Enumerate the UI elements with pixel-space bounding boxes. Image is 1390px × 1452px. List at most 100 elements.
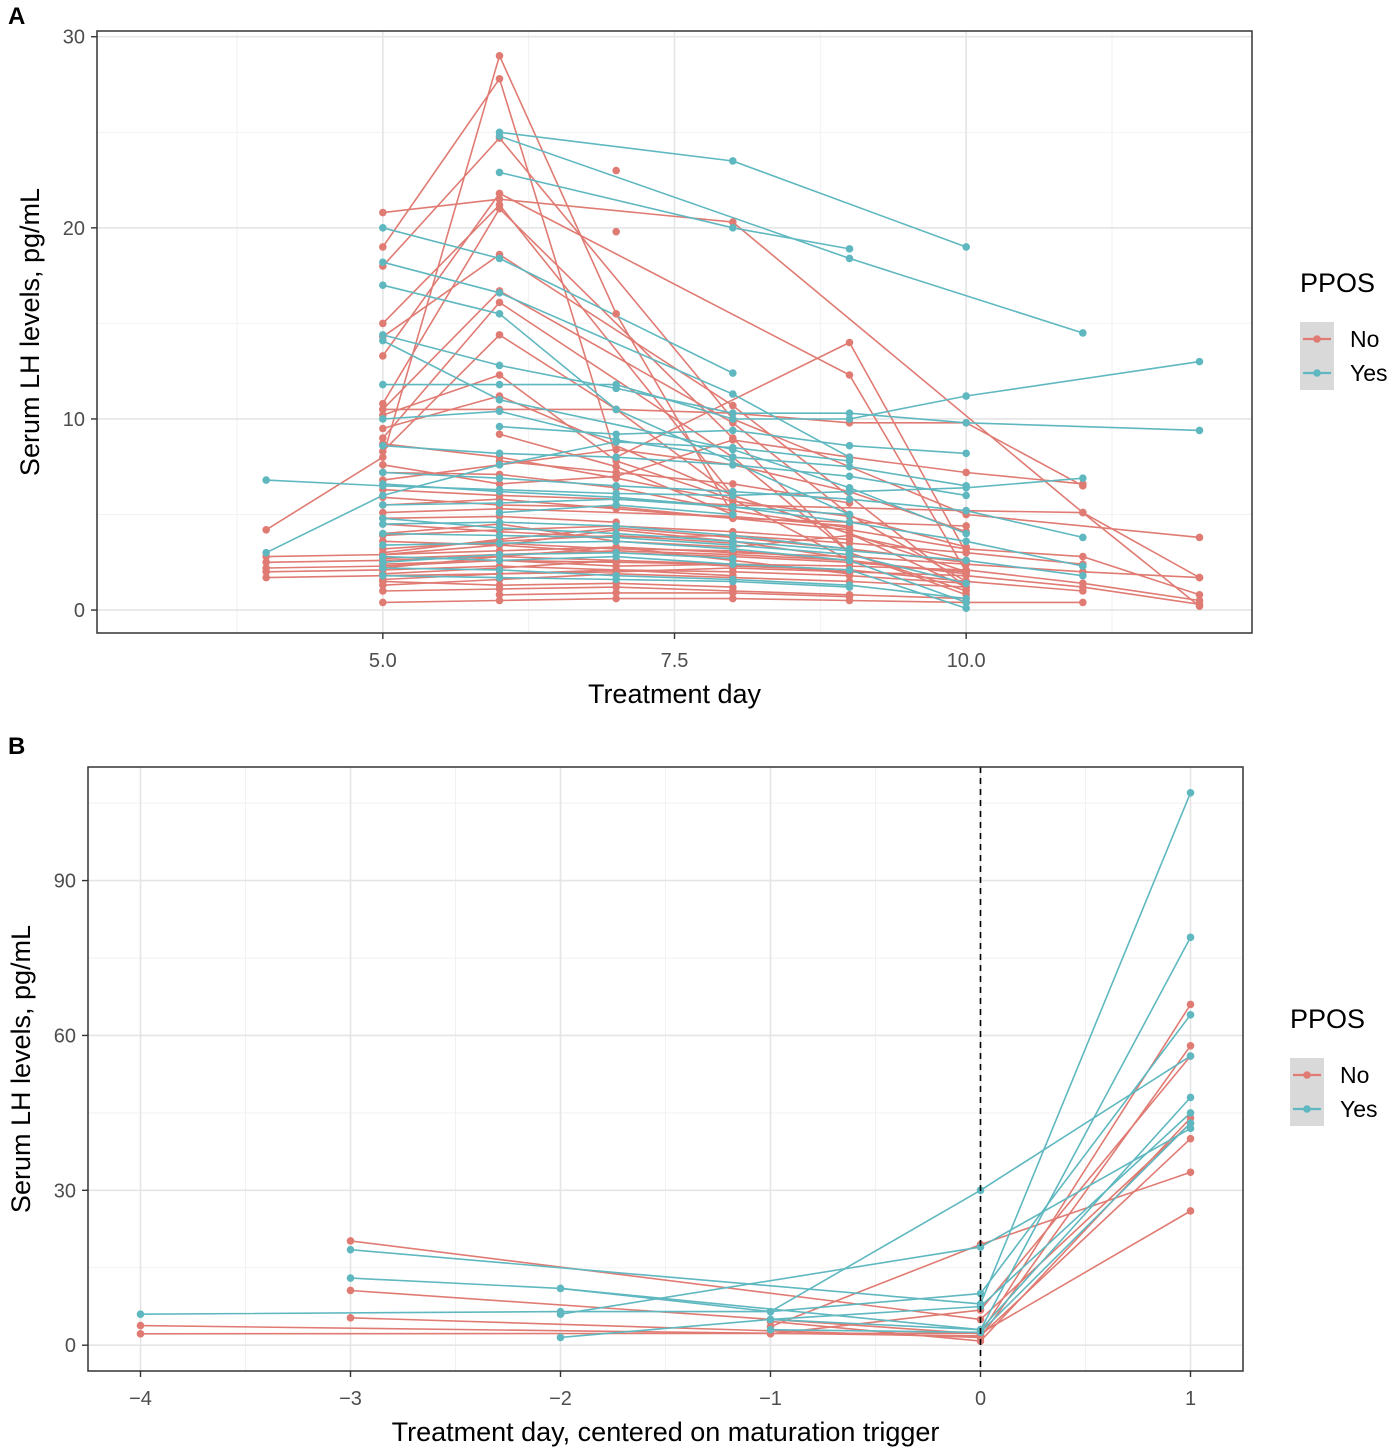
panel-a-data-point-yes	[962, 529, 970, 538]
panel-a-data-point-yes	[612, 405, 620, 414]
panel-a-data-point-yes	[495, 422, 504, 431]
panel-b-data-point-yes	[1186, 789, 1195, 797]
panel-a-legend-key-yes	[1300, 356, 1334, 390]
panel-a-data-point-no	[262, 568, 270, 576]
panel-a-data-point-yes	[729, 224, 737, 232]
panel-a-data-point-yes	[495, 524, 504, 532]
panel-a-data-point-yes	[379, 258, 387, 267]
panel-a-data-point-yes	[379, 224, 387, 232]
panel-a-legend-key-point-yes	[1313, 369, 1321, 377]
panel-a-data-point-no	[495, 298, 504, 307]
panel-b-legend-label-no: No	[1340, 1062, 1369, 1088]
panel-a-data-point-yes	[612, 537, 620, 546]
panel-a-data-point-yes	[1079, 571, 1087, 580]
panel-a-data-point-yes	[1079, 562, 1087, 570]
panel-a-data-point-yes	[729, 554, 737, 563]
panel-a-data-point-yes	[379, 491, 387, 500]
panel-a-series-line-no	[382, 527, 967, 564]
panel-a-data-point-no	[729, 480, 737, 488]
panel-a-series-line-no	[382, 448, 967, 533]
panel-a-series-line-no	[382, 572, 967, 588]
panel-a-data-point-yes	[962, 483, 970, 492]
panel-b-data-point-yes	[766, 1315, 775, 1324]
panel-a-data-point-yes	[495, 556, 504, 565]
panel-b-x-tick-label: −1	[759, 1388, 782, 1410]
panel-a-label: A	[8, 3, 25, 30]
panel-a-data-point-yes	[612, 438, 620, 446]
panel-a-data-point-no	[962, 548, 970, 557]
panel-a-series-line-yes	[382, 532, 967, 585]
panel-a-data-point-no	[612, 589, 620, 597]
panel-a-data-point-no	[962, 569, 970, 578]
panel-a-legend-title: PPOS	[1300, 268, 1375, 298]
panel-a-data-point-no	[1079, 598, 1087, 607]
panel-a-data-point-yes	[495, 518, 504, 526]
panel-a-data-point-yes	[845, 409, 854, 418]
panel-a-x-axis-title: Treatment day	[588, 679, 762, 709]
panel-b-data-point-yes	[346, 1274, 355, 1282]
panel-a-series-line-no	[382, 534, 733, 550]
panel-a-data-point-yes	[379, 520, 387, 528]
panel-a-data-point-yes	[379, 380, 387, 389]
panel-b-chart: −4 −3 −2 −1 0 1 0 30 60 90 Treatment day, centered…	[6, 766, 1378, 1447]
panel-a-data-point-yes	[845, 415, 854, 423]
panel-a-series-line-yes	[382, 555, 967, 609]
panel-a-data-point-yes	[1079, 533, 1087, 542]
panel-a-x-tick-label: 7.5	[661, 650, 689, 672]
panel-a-data-point-no	[845, 592, 854, 601]
panel-a-data-point-no	[845, 338, 854, 347]
panel-a-data-point-yes	[495, 310, 504, 318]
panel-b-legend-key-point-no	[1303, 1071, 1311, 1079]
panel-b-x-tick-label: −4	[129, 1388, 152, 1410]
panel-a-data-point-yes	[495, 396, 504, 404]
panel-a-data-point-yes	[612, 493, 620, 502]
panel-b-y-tick-label: 60	[54, 1025, 76, 1047]
panel-a-data-point-yes	[495, 461, 504, 469]
panel-b-data-point-no	[136, 1321, 145, 1330]
panel-a-data-point-no	[962, 543, 970, 551]
panel-a-data-point-yes	[962, 449, 970, 458]
panel-a-data-point-no	[845, 535, 854, 544]
panel-a-data-point-yes	[495, 168, 504, 177]
panel-b-legend-title: PPOS	[1290, 1004, 1365, 1034]
panel-a-data-point-no	[729, 436, 737, 444]
panel-a-data-point-no	[845, 524, 854, 532]
panel-a-data-point-no	[612, 166, 620, 175]
panel-a-series-line-no	[382, 586, 967, 600]
panel-a-series-line-no	[382, 540, 967, 573]
panel-a-data-point-yes	[845, 550, 854, 559]
panel-a-data-point-no	[379, 453, 387, 461]
panel-a-data-point-yes	[495, 487, 504, 496]
panel-b-panel-border	[87, 766, 1244, 1372]
panel-a-data-point-no	[729, 218, 737, 226]
panel-a-data-point-yes	[962, 243, 970, 251]
panel-b-data-point-no	[1186, 1207, 1195, 1215]
panel-a-data-point-yes	[612, 548, 620, 557]
panel-a-data-point-no	[379, 399, 387, 408]
panel-a-data-point-no	[1195, 590, 1204, 599]
panel-b-data-point-no	[346, 1237, 355, 1245]
panel-a-data-point-no	[495, 581, 504, 590]
panel-a-data-point-no	[495, 430, 504, 439]
panel-a-data-point-no	[262, 573, 270, 582]
panel-a-data-point-yes	[729, 560, 737, 568]
panel-a-data-point-yes	[262, 476, 270, 484]
panel-a-data-point-yes	[729, 409, 737, 418]
panel-a-data-point-yes	[845, 510, 854, 519]
panel-a-data-point-yes	[612, 522, 620, 530]
panel-a-data-point-yes	[729, 577, 737, 586]
panel-a-data-point-yes	[845, 556, 854, 565]
panel-a-data-point-yes	[495, 407, 504, 416]
panel-a-series-line-no	[382, 580, 733, 588]
panel-b-y-tick-label: 0	[65, 1335, 76, 1357]
panel-a-x-tick-label: 10.0	[947, 650, 986, 672]
panel-a-data-point-yes	[729, 390, 737, 398]
panel-b-data-point-yes	[1186, 1109, 1195, 1117]
panel-a-series-line-no	[382, 443, 967, 548]
panel-a-data-point-yes	[495, 566, 504, 574]
panel-a-data-point-yes	[379, 564, 387, 572]
panel-a-series-line-yes	[382, 261, 850, 458]
panel-a-legend-label-yes: Yes	[1350, 360, 1388, 386]
panel-a-data-point-yes	[495, 474, 504, 483]
